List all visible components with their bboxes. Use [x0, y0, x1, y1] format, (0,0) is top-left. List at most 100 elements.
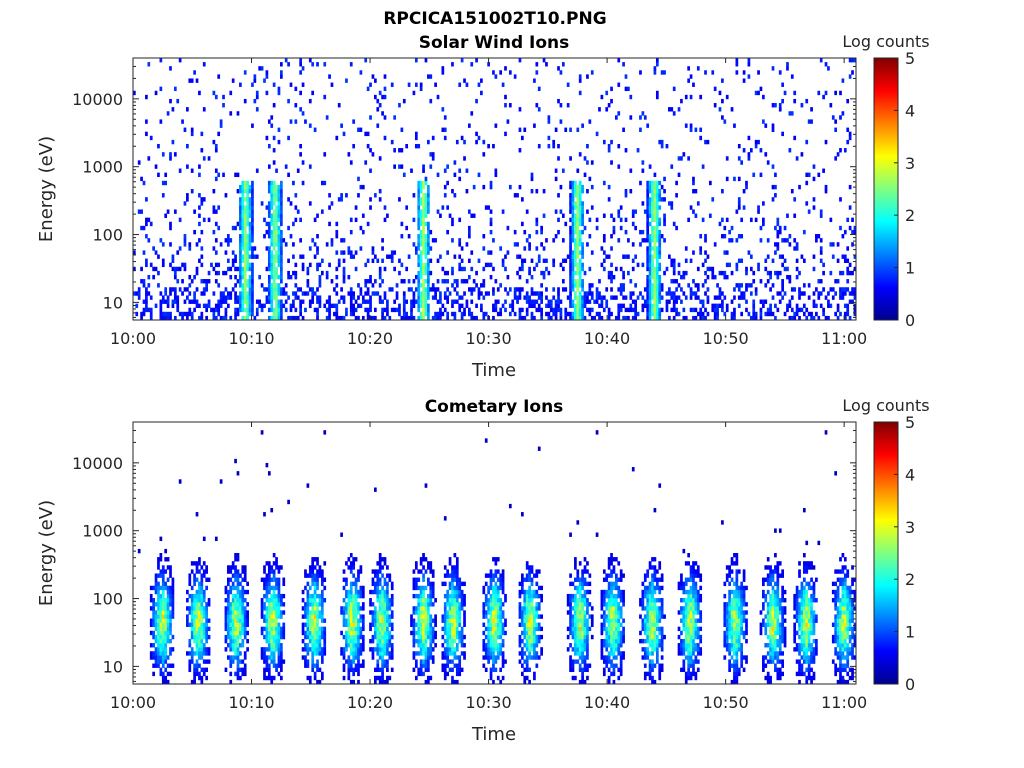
heatmap-cell	[236, 626, 240, 632]
heatmap-cell	[239, 279, 242, 284]
heatmap-cell	[747, 135, 751, 141]
heatmap-cell	[349, 581, 353, 587]
heatmap-cell	[224, 307, 228, 313]
heatmap-cell	[725, 217, 729, 223]
heatmap-cell	[239, 184, 242, 190]
heatmap-cell	[783, 90, 787, 96]
heatmap-cell	[345, 606, 348, 611]
heatmap-cell	[161, 643, 165, 648]
heatmap-cell	[316, 573, 319, 578]
heatmap-cell	[441, 279, 445, 284]
heatmap-cell	[234, 598, 237, 603]
heatmap-cell	[482, 184, 486, 190]
heatmap-cell	[586, 209, 589, 214]
heatmap-cell	[205, 307, 209, 313]
heatmap-cell	[578, 217, 582, 223]
heatmap-cell	[682, 307, 686, 313]
heatmap-cell	[410, 622, 413, 627]
heatmap-cell	[554, 209, 558, 214]
heatmap-cell	[301, 254, 305, 259]
heatmap-cell	[361, 622, 365, 627]
heatmap-cell	[236, 630, 240, 636]
heatmap-cell	[169, 98, 172, 104]
heatmap-cell	[578, 180, 582, 186]
heatmap-cell	[294, 270, 298, 276]
heatmap-cell	[460, 651, 464, 656]
heatmap-cell	[598, 107, 601, 112]
heatmap-cell	[267, 565, 271, 570]
heatmap-cell	[239, 238, 242, 243]
heatmap-cell	[198, 258, 201, 263]
heatmap-cell	[173, 86, 177, 92]
heatmap-cell	[448, 626, 452, 632]
heatmap-cell	[234, 606, 237, 611]
heatmap-cell	[578, 283, 582, 288]
heatmap-cell	[692, 250, 695, 255]
heatmap-cell	[451, 266, 454, 272]
heatmap-cell	[198, 610, 201, 615]
heatmap-cell	[569, 283, 572, 288]
heatmap-cell	[202, 626, 206, 632]
heatmap-cell	[547, 143, 551, 149]
heatmap-cell	[694, 291, 698, 296]
heatmap-cell	[352, 667, 356, 673]
heatmap-cell	[530, 172, 534, 178]
heatmap-cell	[270, 254, 274, 259]
heatmap-cell	[149, 295, 153, 300]
heatmap-cell	[306, 266, 310, 272]
heatmap-cell	[263, 581, 266, 587]
heatmap-cell	[275, 193, 278, 198]
heatmap-cell	[846, 246, 850, 251]
heatmap-cell	[704, 307, 707, 313]
heatmap-cell	[578, 291, 582, 296]
heatmap-cell	[578, 270, 582, 276]
heatmap-cell	[159, 630, 163, 636]
heatmap-cell	[458, 82, 462, 87]
heatmap-cell	[246, 201, 249, 206]
heatmap-cell	[484, 598, 488, 603]
heatmap-cell	[675, 311, 678, 317]
heatmap-cell	[680, 98, 683, 104]
heatmap-cell	[451, 651, 454, 656]
heatmap-cell	[441, 626, 445, 632]
heatmap-cell	[501, 258, 505, 263]
heatmap-cell	[427, 593, 430, 599]
heatmap-cell	[528, 246, 531, 251]
heatmap-cell	[243, 663, 247, 668]
heatmap-cell	[308, 647, 312, 652]
heatmap-cell	[294, 307, 298, 313]
heatmap-cell	[467, 307, 471, 313]
heatmap-cell	[181, 279, 184, 284]
heatmap-cell	[648, 283, 652, 288]
heatmap-cell	[781, 295, 784, 300]
heatmap-cell	[634, 311, 637, 317]
heatmap-cell	[646, 180, 650, 186]
heatmap-cell	[655, 58, 659, 63]
heatmap-cell	[241, 565, 245, 570]
heatmap-cell	[308, 262, 312, 268]
heatmap-cell	[559, 184, 563, 190]
heatmap-cell	[716, 303, 719, 309]
heatmap-cell	[248, 303, 252, 309]
heatmap-cell	[648, 291, 652, 296]
heatmap-cell	[287, 258, 290, 263]
heatmap-cell	[243, 598, 247, 603]
heatmap-cell	[231, 606, 235, 611]
heatmap-cell	[419, 250, 423, 255]
heatmap-cell	[239, 307, 242, 313]
heatmap-cell	[557, 295, 560, 300]
heatmap-cell	[576, 270, 580, 276]
heatmap-cell	[528, 266, 531, 272]
heatmap-cell	[453, 618, 457, 623]
heatmap-cell	[366, 258, 370, 263]
heatmap-cell	[359, 246, 363, 251]
heatmap-cell	[340, 651, 343, 656]
heatmap-cell	[487, 634, 490, 640]
heatmap-cell	[342, 655, 346, 660]
heatmap-cell	[499, 311, 503, 317]
heatmap-cell	[364, 307, 368, 313]
heatmap-cell	[316, 213, 319, 218]
heatmap-cell	[540, 270, 543, 276]
heatmap-cell	[236, 553, 240, 558]
heatmap-cell	[359, 634, 363, 640]
